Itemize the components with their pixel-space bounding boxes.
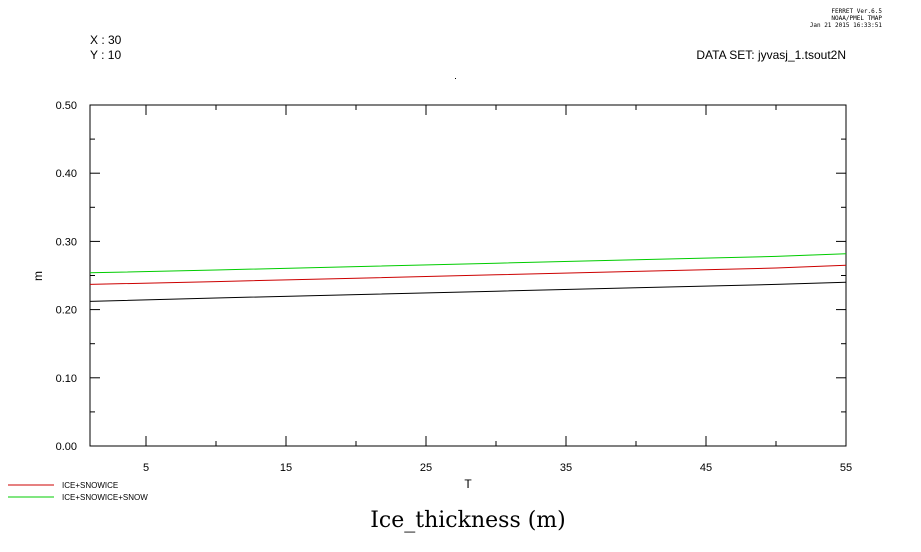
y-tick-label: 0.00 bbox=[56, 441, 77, 453]
series-layer bbox=[89, 253, 847, 302]
y-coord-label: Y : 10 bbox=[90, 48, 121, 62]
x-tick-label: 35 bbox=[560, 462, 572, 474]
y-tick-label: 0.50 bbox=[56, 100, 77, 112]
stray-dot bbox=[455, 78, 456, 79]
chart-title: Ice_thickness (m) bbox=[370, 508, 566, 533]
legend-label-ice-snowice-snow: ICE+SNOWICE+SNOW bbox=[62, 493, 148, 502]
dataset-label: DATA SET: jyvasj_1.tsout2N bbox=[696, 48, 846, 62]
y-tick-label: 0.40 bbox=[56, 168, 77, 180]
series-line-ice-snowice bbox=[89, 264, 847, 285]
y-tick-label: 0.30 bbox=[56, 236, 77, 248]
x-axis-label: T bbox=[464, 477, 472, 491]
x-tick-label: 5 bbox=[143, 462, 149, 474]
x-tick-label: 25 bbox=[420, 462, 432, 474]
y-axis-label: m bbox=[31, 271, 45, 281]
timestamp-label: Jan 21 2015 16:33:51 bbox=[810, 22, 883, 29]
legend-label-ice-snowice: ICE+SNOWICE bbox=[62, 481, 118, 490]
lab-label: NOAA/PMEL TMAP bbox=[831, 15, 882, 22]
y-tick-label: 0.20 bbox=[56, 305, 77, 317]
y-tick-label: 0.10 bbox=[56, 373, 77, 385]
x-tick-label: 55 bbox=[840, 462, 852, 474]
series-line-unlabelled bbox=[89, 281, 847, 302]
x-tick-label: 15 bbox=[280, 462, 292, 474]
x-coord-label: X : 30 bbox=[90, 33, 122, 47]
x-tick-label: 45 bbox=[700, 462, 712, 474]
ticks-layer: 5 15 25 35 45 55 0.00 0.10 0.20 0.30 0.40 0.50 bbox=[56, 100, 853, 474]
ferret-version-label: FERRET Ver.6.5 bbox=[831, 8, 882, 15]
series-line-ice-snowice-snow bbox=[89, 253, 847, 274]
